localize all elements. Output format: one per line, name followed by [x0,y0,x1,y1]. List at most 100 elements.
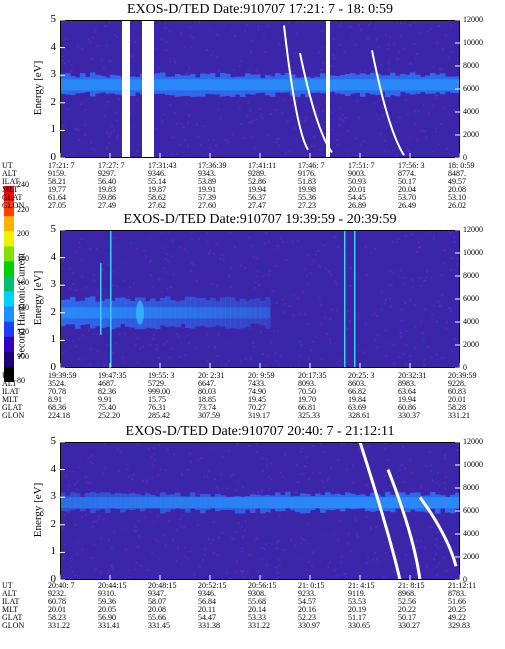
panel-title: EXOS-D/TED Date:910707 17:21: 7 - 18: 0:… [127,2,393,17]
energy-band [60,491,460,514]
y-tick-label: 4 [50,40,57,53]
y2-tick-label: 0 [463,363,467,372]
ephemeris-value: 27.05 [48,201,66,210]
y-tick-label: 5 [50,13,57,25]
colorbar-tick-label: 240 [17,180,29,189]
ephemeris-value: 9347. [148,589,166,598]
y-tick-label: 2 [50,517,57,530]
heatmap-svg [60,230,460,368]
ephemeris-value: 68.36 [48,403,66,412]
ephemeris-value: 9003. [348,169,366,178]
ephemeris-value: 53.89 [198,177,216,186]
ephemeris-row-label: GLAT [2,613,23,622]
y-tick-label: 1 [50,333,57,346]
ephemeris-value: 17:36:39 [198,161,227,170]
ephemeris-value: 9228. [448,379,466,388]
ephemeris-row: GLON 224.18 252.20 285.42 307.59 319.17 325.33… [0,412,480,420]
ephemeris-value: 325.33 [298,411,320,420]
ephemeris-row: UT 17:21: 7 17:27: 7 17:31:43 17:36:39 17:41:… [0,162,480,170]
ephemeris-row-label: UT [2,161,13,170]
ephemeris-value: 19.98 [298,185,316,194]
y-tick-label: 0 [50,151,57,163]
ephemeris-value: 58.21 [48,177,66,186]
ephemeris-value: 331.22 [48,621,70,630]
ephemeris-value: 27.60 [198,201,216,210]
ephemeris-row-label: ALT [2,589,17,598]
ephemeris-value: 70.27 [248,403,266,412]
ephemeris-value: 20:40: 7 [48,581,75,590]
ephemeris-value: 20:56:15 [248,581,277,590]
y2-tick-label: 10000 [463,38,483,47]
ephemeris-value: 57.39 [198,193,216,202]
ephemeris-value: 20.08 [148,605,166,614]
ephemeris-row-label: ILAT [2,597,20,606]
ephemeris-row: GLAT 68.36 75.40 76.31 73.74 70.27 66.81 63.69 6… [0,404,480,412]
ephemeris-value: 9308. [248,589,266,598]
ephemeris-value: 8487. [448,169,466,178]
y-tick-label: 2 [50,95,57,108]
ephemeris-value: 51.66 [448,597,466,606]
ephemeris-value: 70.78 [48,387,66,396]
ephemeris-value: 330.27 [398,621,420,630]
data-dropout [142,20,154,158]
y-tick-label: 5 [50,435,57,447]
ephemeris-value: 51.83 [298,177,316,186]
ephemeris-value: 17:41:11 [248,161,277,170]
y-tick-label: 0 [50,573,57,585]
ephemeris-row: GLON 331.22 331.41 331.45 331.38 331.22 330.97… [0,622,480,630]
y-tick-label: 3 [50,490,57,503]
ephemeris-value: 20:32:31 [398,371,427,380]
colorbar-tick-label: 80 [17,376,25,385]
colorbar-tick-label: 160 [17,278,29,287]
colorbar-segment [4,246,14,262]
ephemeris-value: 27.47 [248,201,266,210]
colorbar-label: Second Harmonic Current [16,253,28,358]
ephemeris-value: 80.03 [198,387,216,396]
ephemeris-value: 55.66 [148,613,166,622]
ephemeris-row-label: ALT [2,379,17,388]
y2-tick-label: 4000 [463,107,479,116]
y2-tick-label: 8000 [463,61,479,70]
ephemeris-value: 21: 8:15 [398,581,425,590]
ephemeris-value: 49.57 [448,177,466,186]
ephemeris-value: 5729. [148,379,166,388]
ephemeris-row-label: UT [2,371,13,380]
ephemeris-row-label: MLT [2,605,19,614]
colorbar-tick-label: 100 [17,351,29,361]
ephemeris-value: 20:25: 3 [348,371,375,380]
ephemeris-value: 63.64 [398,387,416,396]
ephemeris-value: 63.69 [348,403,366,412]
ephemeris-row: ILAT 70.78 82.36 999.00 80.03 74.90 70.50 66.82… [0,388,480,396]
ephemeris-row: ALT 9232. 9310. 9347. 9346. 9308. 9233. 9119. 89… [0,590,480,598]
ephemeris-value: 330.37 [398,411,420,420]
panel-title: EXOS-D/TED Date:910707 20:40: 7 - 21:12:… [125,424,395,439]
ephemeris-value: 20.05 [98,605,116,614]
ephemeris-value: 4687. [98,379,116,388]
ephemeris-value: 27.62 [148,201,166,210]
ephemeris-value: 19:39:59 [48,371,77,380]
ephemeris-value: 8.91 [48,395,62,404]
ephemeris-value: 60.83 [448,387,466,396]
ephemeris-row-label: ALT [2,169,17,178]
ephemeris-value: 19.83 [98,185,116,194]
ephemeris-value: 75.40 [98,403,116,412]
ephemeris-value: 7433. [248,379,266,388]
ephemeris-value: 20.01 [348,185,366,194]
ephemeris-value: 60.86 [398,403,416,412]
ephemeris-value: 26.49 [398,201,416,210]
ephemeris-value: 53.70 [398,193,416,202]
ephemeris-value: 331.45 [148,621,170,630]
ephemeris-value: 9297. [98,169,116,178]
ephemeris-value: 56.90 [98,613,116,622]
ephemeris-value: 285.42 [148,411,170,420]
ephemeris-value: 331.38 [198,621,220,630]
ephemeris-value: 319.17 [248,411,270,420]
ephemeris-value: 76.31 [148,403,166,412]
y2-tick-label: 6000 [463,84,479,93]
ephemeris-value: 20.19 [348,605,366,614]
ephemeris-value: 330.65 [348,621,370,630]
y2-tick-label: 2000 [463,130,479,139]
ephemeris-value: 54.45 [348,193,366,202]
colorbar-tick-label: 180 [17,253,29,263]
colorbar-tick-label: 220 [17,204,29,214]
